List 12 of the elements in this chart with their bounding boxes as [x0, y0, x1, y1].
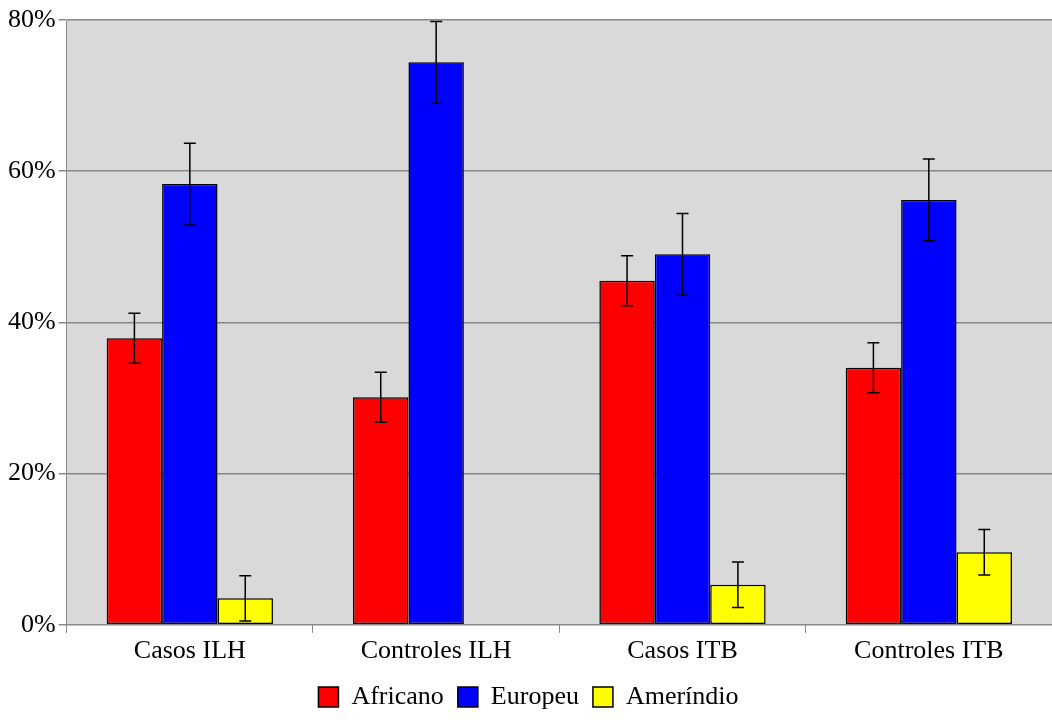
legend-label: Africano	[351, 680, 444, 710]
x-tick-label: Controles ITB	[854, 635, 1004, 665]
y-tick-label: 20%	[7, 457, 56, 487]
x-tick-label: Casos ILH	[133, 635, 247, 665]
y-tick-label: 60%	[7, 155, 56, 185]
legend-label: Europeu	[490, 680, 579, 710]
x-tick-label: Controles ILH	[360, 635, 512, 665]
y-tick-label: 0%	[20, 608, 56, 638]
y-tick-label: 80%	[7, 3, 56, 33]
x-tick-label: Casos ITB	[627, 635, 738, 665]
legend-label: Ameríndio	[625, 680, 739, 710]
y-tick-label: 40%	[7, 306, 56, 336]
